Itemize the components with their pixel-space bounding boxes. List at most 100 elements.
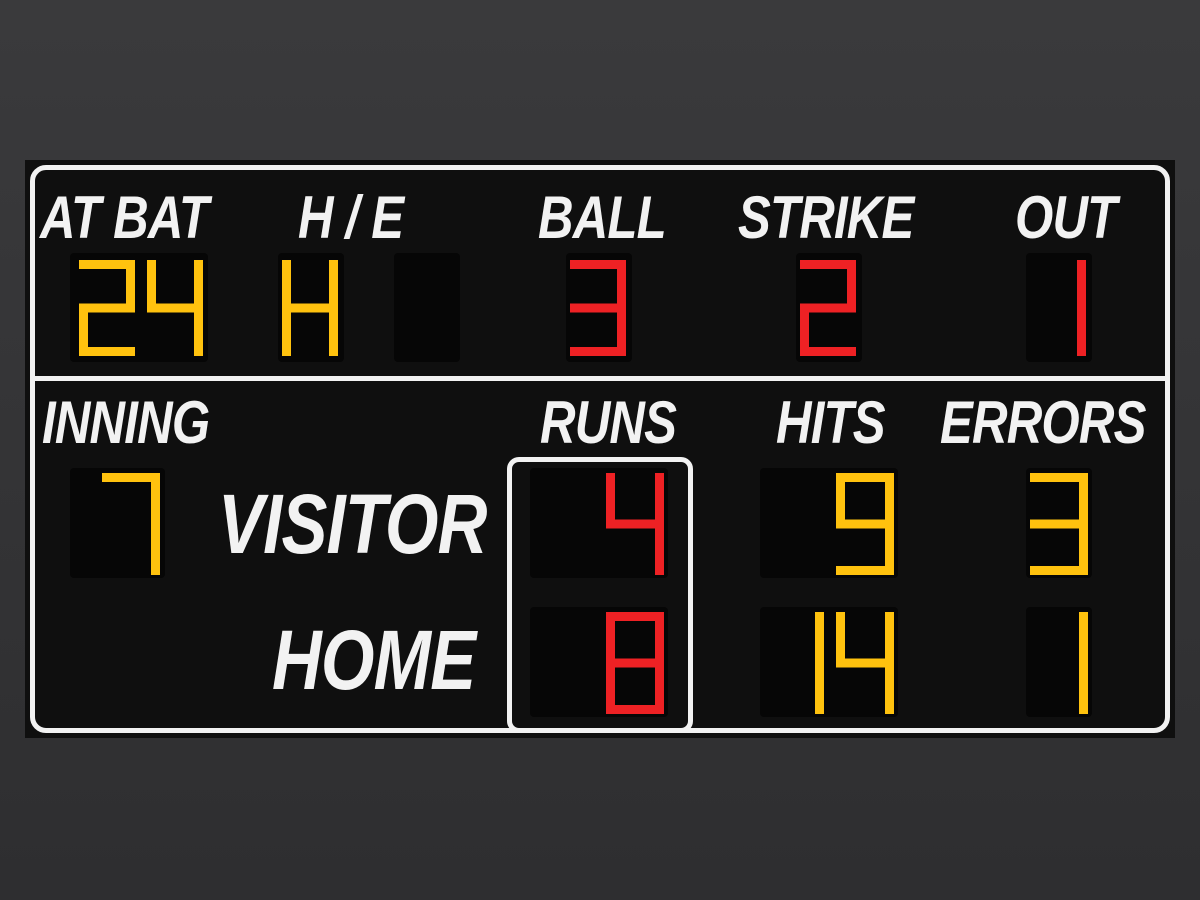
segment-b bbox=[655, 612, 664, 668]
segment-c bbox=[1079, 519, 1088, 575]
digit-8 bbox=[606, 612, 664, 714]
segment-f bbox=[836, 612, 845, 668]
out-label: OUT bbox=[1015, 184, 1117, 251]
segment-c bbox=[617, 303, 626, 356]
segment-c bbox=[151, 519, 160, 575]
segment-d bbox=[800, 347, 856, 356]
digit-2 bbox=[800, 260, 856, 356]
segment-b bbox=[151, 473, 160, 529]
home-errors bbox=[1026, 612, 1088, 714]
out-value bbox=[1026, 260, 1086, 356]
runs-highlight-frame bbox=[507, 457, 693, 733]
inning-value bbox=[70, 473, 160, 575]
segment-e bbox=[606, 658, 615, 714]
segment-g bbox=[800, 303, 856, 313]
at-bat-value bbox=[70, 260, 203, 356]
segment-b bbox=[1079, 473, 1088, 529]
errors-label: ERRORS bbox=[940, 389, 1146, 456]
segment-f bbox=[606, 612, 615, 668]
segment-e bbox=[79, 303, 88, 356]
digit-3 bbox=[570, 260, 626, 356]
visitor-label: VISITOR bbox=[218, 477, 487, 571]
runs-label: RUNS bbox=[540, 389, 677, 456]
digit-4 bbox=[147, 260, 203, 356]
segment-a bbox=[79, 260, 135, 269]
segment-g bbox=[836, 658, 894, 668]
segment-f bbox=[606, 473, 615, 529]
segment-c bbox=[329, 303, 338, 356]
segment-a bbox=[800, 260, 856, 269]
home-runs bbox=[530, 612, 664, 714]
segment-b bbox=[126, 260, 135, 313]
segment-b bbox=[655, 473, 664, 529]
segment-c bbox=[194, 303, 203, 356]
visitor-hits bbox=[760, 473, 894, 575]
segment-f bbox=[147, 260, 156, 313]
segment-d bbox=[1030, 566, 1088, 575]
segment-d bbox=[836, 566, 894, 575]
segment-b bbox=[1079, 612, 1088, 668]
hit-value bbox=[278, 260, 338, 356]
segment-a bbox=[836, 473, 894, 482]
at-bat-label: AT BAT bbox=[40, 184, 209, 251]
digit-3 bbox=[1030, 473, 1088, 575]
digit-4 bbox=[836, 612, 894, 714]
digit-H bbox=[282, 260, 338, 356]
hits-label: HITS bbox=[776, 389, 886, 456]
segment-g bbox=[836, 519, 894, 529]
digit-1 bbox=[1077, 260, 1086, 356]
visitor-errors bbox=[1026, 473, 1088, 575]
ball-value bbox=[566, 260, 626, 356]
segment-b bbox=[329, 260, 338, 313]
digit-1 bbox=[815, 612, 824, 714]
segment-c bbox=[885, 658, 894, 714]
segment-g bbox=[606, 658, 664, 668]
segment-f bbox=[836, 473, 845, 529]
segment-a bbox=[102, 473, 160, 482]
segment-a bbox=[570, 260, 626, 269]
ball-label: BALL bbox=[538, 184, 667, 251]
segment-b bbox=[194, 260, 203, 313]
segment-f bbox=[282, 260, 291, 313]
home-label: HOME bbox=[272, 613, 476, 707]
segment-c bbox=[1077, 303, 1086, 356]
strike-value bbox=[796, 260, 856, 356]
segment-g bbox=[606, 519, 664, 529]
segment-b bbox=[815, 612, 824, 668]
home-hits bbox=[760, 612, 894, 714]
segment-g bbox=[282, 303, 338, 313]
digit-4 bbox=[606, 473, 664, 575]
h-e-label: H / E bbox=[298, 184, 404, 251]
section-divider bbox=[33, 376, 1167, 381]
segment-b bbox=[885, 473, 894, 529]
visitor-runs bbox=[530, 473, 664, 575]
segment-g bbox=[570, 303, 626, 313]
digit-9 bbox=[836, 473, 894, 575]
segment-c bbox=[815, 658, 824, 714]
segment-b bbox=[885, 612, 894, 668]
inning-label: INNING bbox=[42, 389, 210, 456]
inning-display bbox=[70, 468, 165, 578]
segment-g bbox=[147, 303, 203, 313]
error-display bbox=[394, 253, 460, 362]
segment-d bbox=[79, 347, 135, 356]
segment-a bbox=[606, 612, 664, 621]
segment-e bbox=[282, 303, 291, 356]
strike-label: STRIKE bbox=[738, 184, 914, 251]
segment-d bbox=[606, 705, 664, 714]
segment-c bbox=[655, 519, 664, 575]
segment-b bbox=[847, 260, 856, 313]
segment-c bbox=[885, 519, 894, 575]
digit-1 bbox=[1079, 612, 1088, 714]
digit-7 bbox=[102, 473, 160, 575]
segment-d bbox=[570, 347, 626, 356]
segment-c bbox=[655, 658, 664, 714]
segment-b bbox=[1077, 260, 1086, 313]
segment-c bbox=[1079, 658, 1088, 714]
digit-2 bbox=[79, 260, 135, 356]
segment-g bbox=[1030, 519, 1088, 529]
segment-a bbox=[1030, 473, 1088, 482]
segment-e bbox=[800, 303, 809, 356]
segment-b bbox=[617, 260, 626, 313]
segment-g bbox=[79, 303, 135, 313]
